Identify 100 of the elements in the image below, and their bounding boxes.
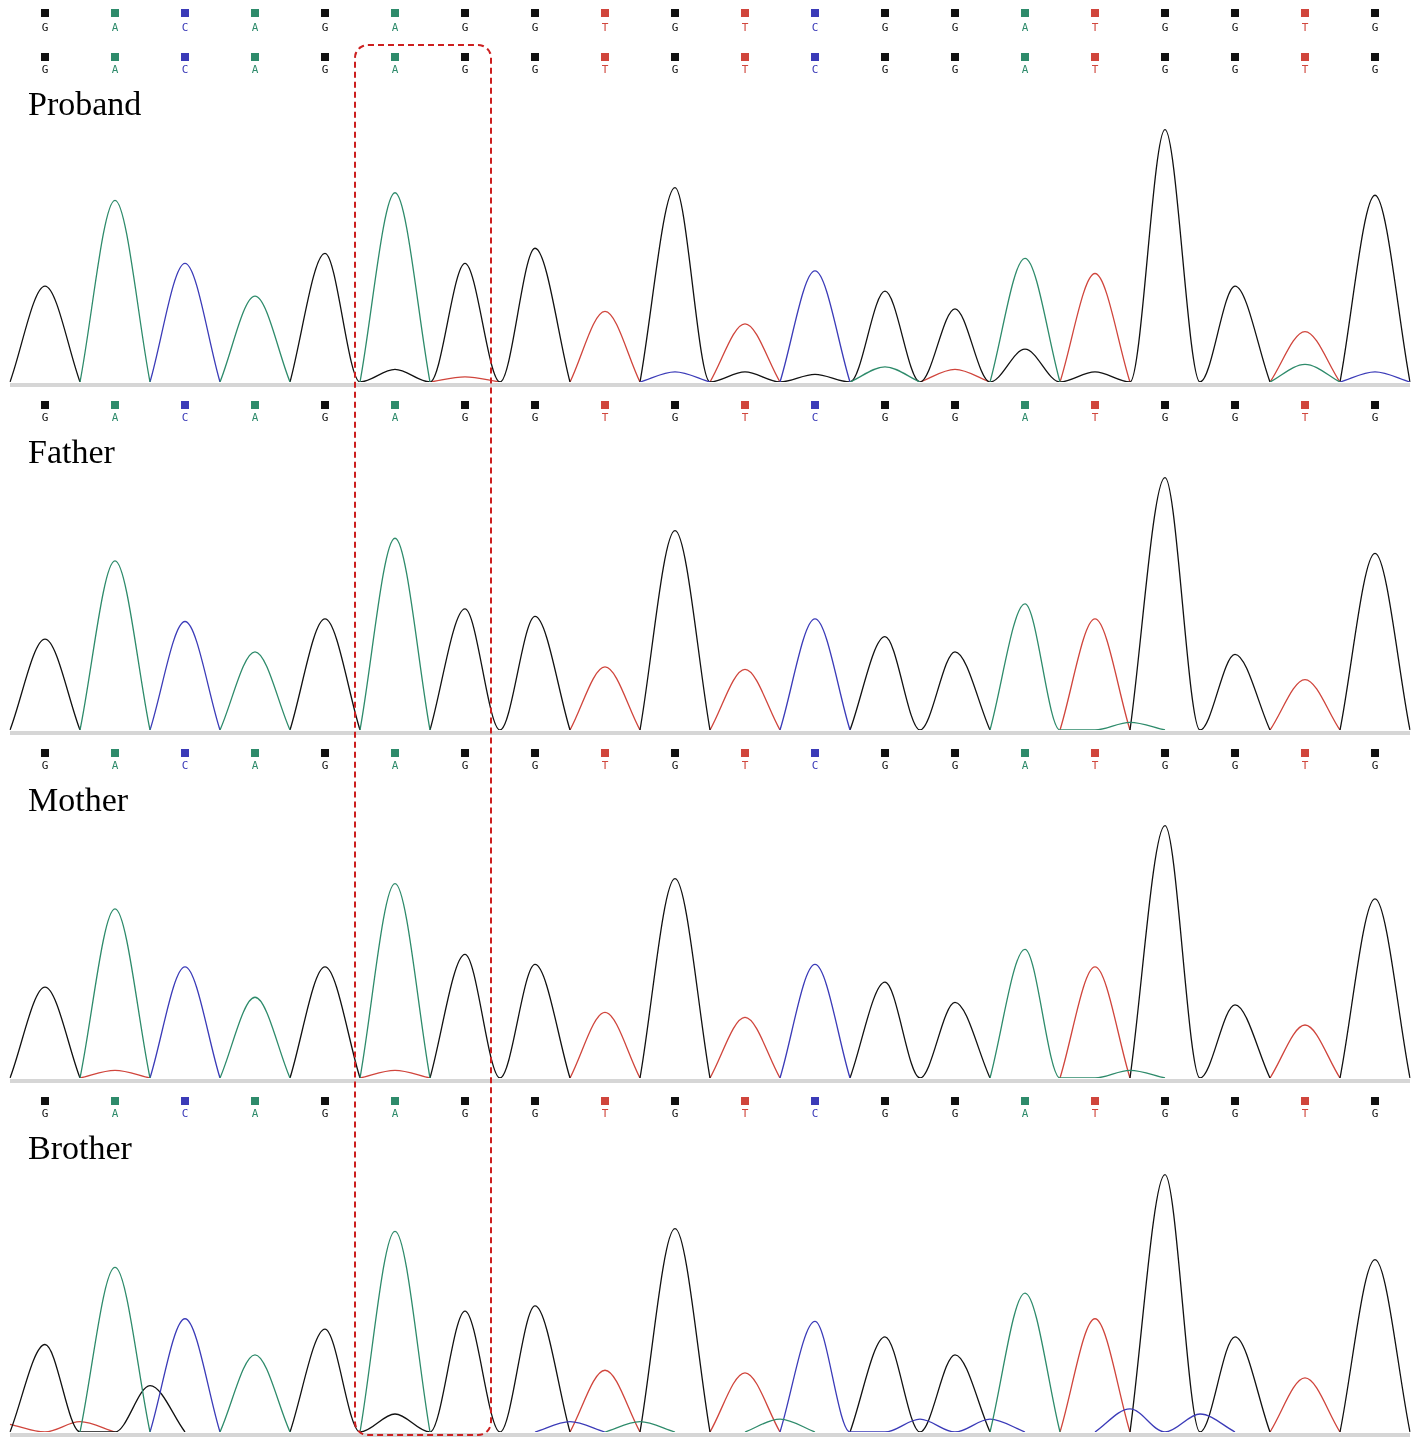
x-tick-label: C (811, 1107, 819, 1121)
x-tick-label: G (1371, 759, 1379, 773)
x-tick-label: G (321, 63, 329, 77)
text: C (180, 21, 190, 34)
x-tick-label: T (601, 411, 609, 425)
text: A (250, 21, 260, 34)
x-tick-label: G (1231, 411, 1239, 425)
x-tick-label: C (181, 411, 189, 425)
x-tick-label: G (461, 63, 469, 77)
text: G (1160, 21, 1170, 34)
text: G (1230, 21, 1240, 34)
x-tick-label: C (181, 63, 189, 77)
x-tick-label: G (461, 1107, 469, 1121)
x-tick-label: G (1231, 1107, 1239, 1121)
x-tick-label: G (1161, 63, 1169, 77)
x-tick-label: G (1231, 759, 1239, 773)
x-tick-label: G (1161, 411, 1169, 425)
x-tick-label: G (321, 1107, 329, 1121)
text: T (1090, 21, 1100, 34)
x-tick-label: T (1091, 759, 1099, 773)
chart-title: Proband (28, 85, 142, 123)
x-tick-label: T (1301, 1107, 1309, 1121)
x-tick-label: T (741, 63, 749, 77)
text: A (110, 21, 120, 34)
x-tick-label: G (41, 411, 49, 425)
x-tick-label: G (1161, 1107, 1169, 1121)
x-tick-label: T (741, 759, 749, 773)
text: A (1020, 21, 1030, 34)
x-tick-label: G (1371, 1107, 1379, 1121)
x-tick-label: T (1301, 759, 1309, 773)
x-tick-label: G (671, 1107, 679, 1121)
x-tick-label: A (391, 759, 399, 773)
text: C (810, 21, 820, 34)
x-tick-label: G (881, 759, 889, 773)
x-tick-label: T (1091, 63, 1099, 77)
text: G (40, 21, 50, 34)
x-tick-label: A (1021, 759, 1029, 773)
text: A (390, 21, 400, 34)
x-tick-label: T (601, 1107, 609, 1121)
text: T (600, 21, 610, 34)
x-tick-label: G (881, 63, 889, 77)
chart-title: Father (28, 433, 115, 471)
chart-title: Mother (28, 781, 129, 819)
x-tick-label: A (111, 63, 119, 77)
x-tick-label: A (111, 759, 119, 773)
x-tick-label: G (1231, 63, 1239, 77)
x-tick-label: G (951, 1107, 959, 1121)
x-tick-label: T (741, 1107, 749, 1121)
x-tick-label: G (951, 63, 959, 77)
x-tick-label: G (671, 63, 679, 77)
x-tick-label: G (41, 1107, 49, 1121)
x-tick-label: A (251, 411, 259, 425)
text: G (460, 21, 470, 34)
text: G (880, 21, 890, 34)
x-tick-label: G (321, 411, 329, 425)
x-tick-label: G (671, 411, 679, 425)
x-tick-label: C (811, 759, 819, 773)
x-tick-label: G (951, 759, 959, 773)
x-tick-label: C (811, 63, 819, 77)
x-tick-label: G (531, 411, 539, 425)
x-tick-label: C (811, 411, 819, 425)
x-tick-label: G (1371, 63, 1379, 77)
x-tick-label: A (251, 63, 259, 77)
text: G (950, 21, 960, 34)
x-tick-label: T (1301, 411, 1309, 425)
x-tick-label: G (1371, 411, 1379, 425)
x-tick-label: G (951, 411, 959, 425)
x-tick-label: A (111, 411, 119, 425)
x-tick-label: A (111, 1107, 119, 1121)
x-tick-label: C (181, 1107, 189, 1121)
x-tick-label: T (601, 63, 609, 77)
x-tick-label: A (1021, 63, 1029, 77)
x-tick-label: A (251, 1107, 259, 1121)
x-tick-label: A (251, 759, 259, 773)
x-tick-label: G (461, 759, 469, 773)
x-tick-label: G (671, 759, 679, 773)
x-tick-label: G (1161, 759, 1169, 773)
x-tick-label: T (741, 411, 749, 425)
x-tick-label: G (881, 411, 889, 425)
x-tick-label: G (531, 63, 539, 77)
x-tick-label: G (881, 1107, 889, 1121)
x-tick-label: A (391, 411, 399, 425)
text: G (670, 21, 680, 34)
x-tick-label: G (321, 759, 329, 773)
x-tick-label: T (1301, 63, 1309, 77)
chart-title: Brother (28, 1129, 132, 1167)
x-tick-label: A (391, 63, 399, 77)
text: G (1370, 21, 1380, 34)
x-tick-label: T (1091, 1107, 1099, 1121)
x-tick-label: A (1021, 1107, 1029, 1121)
x-tick-label: A (1021, 411, 1029, 425)
x-tick-label: C (181, 759, 189, 773)
text: T (1300, 21, 1310, 34)
x-tick-label: G (531, 1107, 539, 1121)
x-tick-label: G (41, 759, 49, 773)
text: T (740, 21, 750, 34)
text: G (530, 21, 540, 34)
x-tick-label: T (601, 759, 609, 773)
text: G (320, 21, 330, 34)
x-tick-label: T (1091, 411, 1099, 425)
